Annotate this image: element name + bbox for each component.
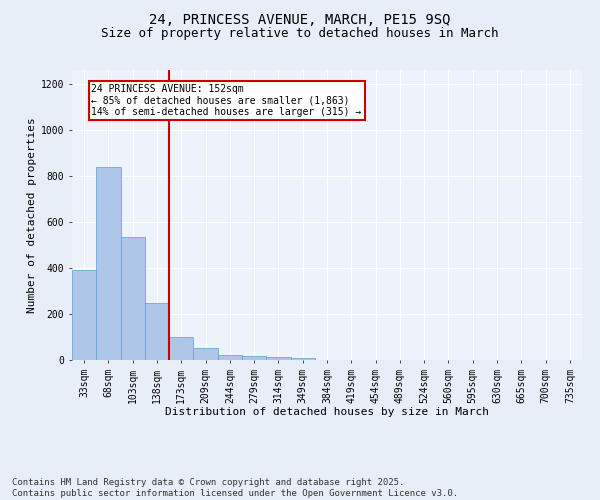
Bar: [242, 356, 266, 360]
Bar: [96, 166, 121, 360]
Text: 24 PRINCESS AVENUE: 152sqm
← 85% of detached houses are smaller (1,863)
14% of s: 24 PRINCESS AVENUE: 152sqm ← 85% of deta…: [91, 84, 362, 117]
Text: 24, PRINCESS AVENUE, MARCH, PE15 9SQ: 24, PRINCESS AVENUE, MARCH, PE15 9SQ: [149, 12, 451, 26]
Bar: [266, 357, 290, 360]
Bar: [169, 337, 193, 360]
Bar: [145, 303, 169, 360]
Y-axis label: Number of detached properties: Number of detached properties: [26, 117, 37, 313]
Bar: [290, 358, 315, 360]
Text: Contains HM Land Registry data © Crown copyright and database right 2025.
Contai: Contains HM Land Registry data © Crown c…: [12, 478, 458, 498]
Bar: [218, 355, 242, 360]
Bar: [193, 348, 218, 360]
X-axis label: Distribution of detached houses by size in March: Distribution of detached houses by size …: [165, 407, 489, 417]
Text: Size of property relative to detached houses in March: Size of property relative to detached ho…: [101, 28, 499, 40]
Bar: [72, 270, 96, 360]
Bar: [121, 237, 145, 360]
